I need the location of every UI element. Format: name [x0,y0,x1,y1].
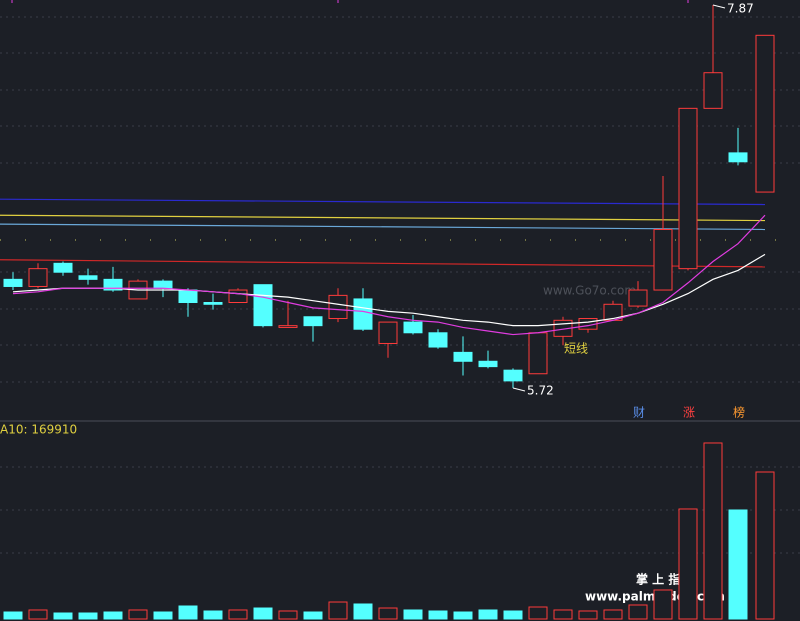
watermark: www.Go7o.com [543,284,636,298]
tag: 财 [633,406,645,420]
candle-body [278,325,298,328]
volume-bar [628,604,648,620]
volume-bar [528,606,548,620]
volume-bar [728,509,748,620]
tag: 榜 [733,405,745,420]
volume-bar [28,609,48,620]
candle-body [353,298,373,330]
level-line [0,223,766,231]
volume-bar [278,610,298,620]
volume-bar [453,611,473,620]
volume-bar [178,605,198,620]
volume-bar [403,609,423,620]
volume-bar [503,610,523,620]
level-line [0,259,766,268]
volume-bar [303,611,323,620]
candle-body [328,294,348,320]
tag: 涨 [683,405,695,420]
max-label: 7.87 [727,2,754,16]
candle-body [253,284,273,327]
candle-body [478,360,498,368]
volume-bar [678,508,698,620]
candle-body [153,280,173,289]
volume-bar [603,609,623,620]
candle-body [53,262,73,273]
candle-body [28,268,48,287]
volume-bar [578,610,598,620]
candle-body [178,289,198,303]
candle-body [503,369,523,382]
grid [0,16,800,554]
label-arrow [712,4,726,9]
candle-body [403,321,423,334]
candle-body [528,332,548,375]
candle-body [78,275,98,280]
volume-bar [478,609,498,620]
label-arrow [512,387,526,392]
candle-body [703,72,723,109]
volume-bar [153,611,173,620]
volume-bar [78,612,98,620]
ma-line [12,214,766,336]
level-line [0,214,766,222]
candle-body [755,34,775,193]
candle-body [303,316,323,327]
volume-bar [378,607,398,620]
volume-bar [353,603,373,620]
candle-body [428,332,448,348]
candle-body [3,278,23,287]
candle-body [228,289,248,303]
candle-body [378,321,398,344]
volume-bar [3,611,23,620]
candle-body [728,152,748,163]
volume-bar [553,609,573,620]
volume-bar [53,612,73,620]
volume-bar [128,609,148,620]
volume-bar [103,611,123,620]
volume-bar [253,607,273,620]
candle-body [453,351,473,362]
volume-bar [755,471,775,620]
candle-body [653,228,673,291]
candle-body [103,278,123,291]
volume-bar [228,609,248,620]
level-line [0,198,766,206]
volume-bar [328,601,348,620]
volume-bar [703,442,723,620]
min-label: 5.72 [527,384,554,398]
candle-body [203,301,223,305]
candle-body [678,107,698,270]
volume-label: A10: 169910 [0,423,77,437]
candle-body [628,289,648,307]
volume-bar [653,589,673,620]
volume-bar [203,610,223,620]
annotation: 短线 [564,342,588,356]
volume-bar [428,610,448,620]
